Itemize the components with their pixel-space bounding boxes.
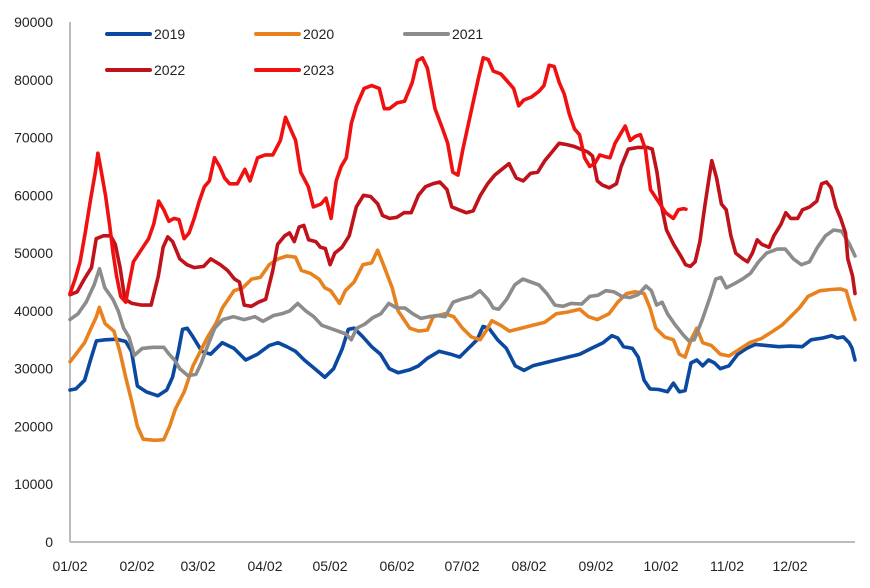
legend-label: 2020: [303, 26, 334, 42]
x-tick-label: 02/02: [119, 558, 154, 574]
legend-item-2019: 2019: [105, 26, 185, 42]
y-tick-label: 80000: [14, 72, 53, 88]
legend-label: 2022: [154, 62, 185, 78]
legend: 2019 2020 2021 2022 2023: [105, 26, 483, 78]
legend-item-2021: 2021: [403, 26, 483, 42]
y-tick-label: 60000: [14, 187, 53, 203]
y-axis: 0 10000 20000 30000 40000 50000 60000 70000 8000…: [14, 14, 71, 550]
y-tick-label: 10000: [14, 476, 53, 492]
series-line-2020: [68, 248, 857, 443]
y-tick-label: 30000: [14, 361, 53, 377]
x-tick-label: 10/02: [643, 558, 678, 574]
legend-label: 2019: [154, 26, 185, 42]
y-tick-label: 0: [45, 534, 53, 550]
legend-label: 2023: [303, 62, 334, 78]
x-axis: 01/02 02/02 03/02 04/02 05/02 06/02 07/02 08/02…: [52, 541, 855, 574]
y-tick-label: 40000: [14, 303, 53, 319]
x-tick-label: 06/02: [379, 558, 414, 574]
legend-item-2020: 2020: [254, 26, 334, 42]
x-tick-label: 05/02: [312, 558, 347, 574]
x-tick-label: 08/02: [511, 558, 546, 574]
x-tick-label: 03/02: [180, 558, 215, 574]
y-tick-label: 70000: [14, 130, 53, 146]
x-tick-label: 07/02: [444, 558, 479, 574]
series-line-2022: [68, 141, 857, 309]
x-tick-label: 09/02: [578, 558, 613, 574]
series-line-2023: [68, 56, 688, 304]
x-tick-label: 11/02: [710, 558, 744, 574]
x-tick-label: 04/02: [247, 558, 282, 574]
x-tick-label: 01/02: [52, 558, 87, 574]
series-lines: [68, 56, 857, 443]
y-tick-label: 20000: [14, 418, 53, 434]
y-tick-label: 90000: [14, 14, 53, 30]
x-tick-label: 12/02: [772, 558, 807, 574]
series-line-2021: [68, 228, 857, 378]
y-tick-label: 50000: [14, 245, 53, 261]
x-tick-labels: 01/02 02/02 03/02 04/02 05/02 06/02 07/02 08/02…: [52, 558, 807, 574]
legend-item-2022: 2022: [105, 62, 185, 78]
legend-item-2023: 2023: [254, 62, 334, 78]
y-tick-labels: 0 10000 20000 30000 40000 50000 60000 70000 8000…: [14, 14, 53, 550]
legend-label: 2021: [452, 26, 483, 42]
